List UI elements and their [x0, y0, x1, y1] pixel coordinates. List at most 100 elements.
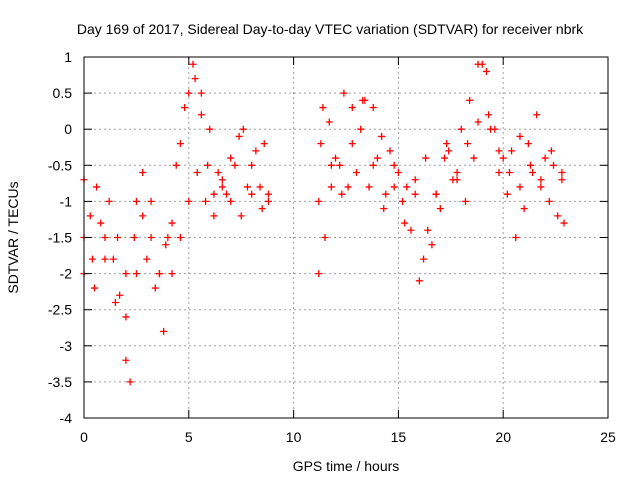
data-point: [547, 147, 555, 155]
data-point: [116, 291, 124, 299]
data-point: [202, 197, 210, 205]
data-point: [86, 212, 94, 220]
data-point: [223, 190, 231, 198]
data-point: [189, 60, 197, 68]
data-point: [252, 147, 260, 155]
data-point: [436, 205, 444, 213]
data-point: [411, 176, 419, 184]
data-point: [485, 111, 493, 119]
data-point: [147, 197, 155, 205]
data-point: [143, 255, 151, 263]
data-point: [122, 356, 130, 364]
data-point: [193, 169, 201, 177]
data-point: [239, 125, 247, 133]
data-point: [321, 234, 329, 241]
data-point: [390, 161, 398, 169]
series-trace-4: [315, 60, 566, 285]
data-point: [495, 147, 503, 155]
data-point: [218, 176, 226, 184]
data-point: [181, 104, 189, 112]
data-point: [206, 125, 214, 133]
series-trace-3: [80, 169, 266, 335]
data-point: [524, 140, 532, 148]
data-point: [348, 104, 356, 112]
data-point: [132, 270, 140, 278]
data-point: [516, 132, 524, 140]
data-point: [235, 132, 243, 140]
data-point: [109, 255, 117, 263]
data-point: [415, 277, 423, 285]
y-tick-label: -4: [60, 410, 73, 426]
data-point: [325, 118, 333, 126]
chart-title: Day 169 of 2017, Sidereal Day-to-day VTE…: [77, 21, 584, 37]
data-point: [97, 219, 105, 227]
data-point: [369, 104, 377, 112]
data-point: [227, 197, 235, 205]
data-point: [365, 183, 373, 191]
data-point: [176, 234, 184, 241]
data-point: [526, 161, 534, 169]
data-point: [317, 140, 325, 148]
x-tick-label: 0: [80, 429, 88, 445]
data-point: [512, 234, 520, 241]
data-point: [478, 60, 486, 68]
data-point: [464, 140, 472, 148]
x-axis-title: GPS time / hours: [293, 458, 400, 474]
data-point: [197, 89, 205, 97]
data-point: [424, 226, 432, 234]
data-point: [101, 255, 109, 263]
x-tick-label: 15: [391, 429, 407, 445]
data-point: [461, 197, 469, 205]
data-point: [105, 197, 113, 205]
data-point: [139, 169, 147, 177]
y-tick-label: 1: [64, 49, 72, 65]
data-point: [403, 183, 411, 191]
data-point: [422, 154, 430, 162]
data-point: [487, 125, 495, 133]
series-trace-1: [80, 75, 272, 386]
data-point: [237, 212, 245, 220]
data-point: [191, 75, 199, 83]
data-point: [111, 298, 119, 306]
x-tick-label: 10: [286, 429, 302, 445]
series-trace-6: [317, 96, 566, 227]
data-point: [558, 169, 566, 177]
data-point: [122, 313, 130, 321]
data-point: [378, 132, 386, 140]
data-point: [315, 270, 323, 278]
data-point: [176, 140, 184, 148]
data-points: [80, 60, 568, 386]
data-point: [382, 190, 390, 198]
data-point: [210, 212, 218, 220]
data-point: [332, 154, 340, 162]
data-point: [520, 205, 528, 213]
data-point: [380, 205, 388, 213]
data-point: [533, 111, 541, 119]
data-point: [172, 161, 180, 169]
data-point: [160, 327, 168, 335]
data-point: [264, 197, 272, 205]
data-point: [155, 270, 163, 278]
data-point: [315, 197, 323, 205]
x-tick-label: 20: [495, 429, 511, 445]
data-point: [482, 67, 490, 75]
data-point: [453, 169, 461, 177]
data-point: [348, 140, 356, 148]
data-point: [499, 154, 507, 162]
data-point: [357, 125, 365, 133]
data-point: [130, 234, 138, 241]
data-point: [340, 89, 348, 97]
series-trace-2: [80, 60, 272, 321]
data-point: [132, 197, 140, 205]
data-point: [162, 241, 170, 249]
data-point: [545, 197, 553, 205]
data-point: [168, 219, 176, 227]
data-point: [227, 154, 235, 162]
data-point: [164, 234, 172, 241]
y-tick-label: -3: [60, 338, 73, 354]
data-point: [147, 234, 155, 241]
data-point: [122, 270, 130, 278]
y-tick-label: -2.5: [48, 302, 72, 318]
data-point: [373, 154, 381, 162]
